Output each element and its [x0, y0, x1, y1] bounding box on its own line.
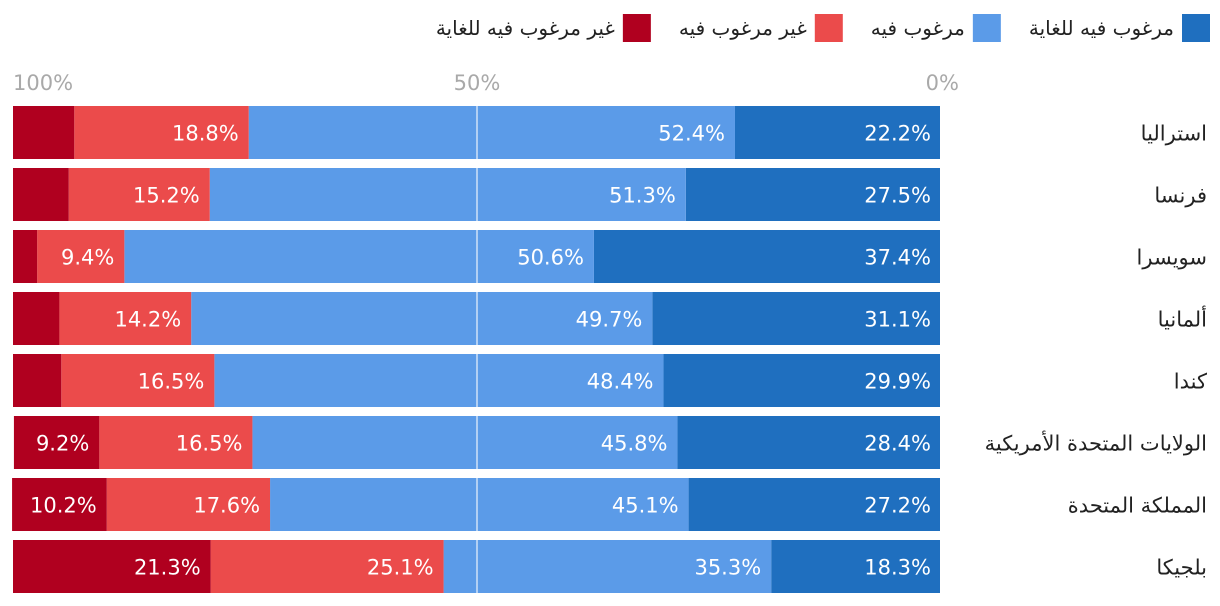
bar-segment	[13, 292, 60, 345]
bar-segment	[688, 478, 941, 531]
bar-segment	[13, 168, 69, 221]
bar-segment	[13, 230, 38, 283]
data-label: 45.1%	[612, 494, 679, 518]
data-label: 27.2%	[864, 494, 931, 518]
bar-segment	[12, 478, 107, 531]
category-label: المملكة المتحدة	[1068, 494, 1207, 518]
data-label: 37.4%	[864, 246, 931, 270]
bar-segment	[248, 106, 735, 159]
x-tick-label: 50%	[454, 71, 501, 95]
data-label: 28.4%	[864, 432, 931, 456]
data-label: 18.8%	[172, 122, 239, 146]
legend-swatch	[1182, 14, 1210, 42]
data-label: 14.2%	[114, 308, 181, 332]
bar-segment	[74, 106, 249, 159]
data-label: 16.5%	[176, 432, 243, 456]
data-label: 16.5%	[138, 370, 205, 394]
bar-segment	[652, 292, 941, 345]
data-label: 9.4%	[61, 246, 114, 270]
legend-swatch	[814, 14, 843, 42]
data-label: 18.3%	[864, 556, 931, 580]
bar-segment	[214, 354, 664, 407]
data-label: 10.2%	[30, 494, 97, 518]
data-label: 27.5%	[864, 184, 931, 208]
data-label: 29.9%	[864, 370, 931, 394]
legend-label: غير مرغوب فيه للغاية	[436, 16, 615, 40]
bar-segment	[13, 354, 62, 407]
bar-segment	[677, 416, 941, 469]
bar-segment	[191, 292, 653, 345]
x-tick-label: 0%	[926, 71, 959, 95]
legend-swatch	[972, 14, 1001, 42]
bar-segment	[210, 540, 444, 593]
data-label: 49.7%	[576, 308, 643, 332]
legend-swatch	[622, 14, 651, 42]
data-label: 22.2%	[864, 122, 931, 146]
bar-segment	[443, 540, 772, 593]
bar-segment	[61, 354, 215, 407]
category-label: بلجيكا	[1156, 556, 1207, 580]
bar-segment	[734, 106, 941, 159]
legend-label: مرغوب فيه للغاية	[1029, 16, 1174, 40]
bar-segment	[99, 416, 253, 469]
legend-label: مرغوب فيه	[871, 16, 965, 40]
category-label: استراليا	[1141, 122, 1207, 146]
x-tick-label: 100%	[13, 71, 73, 95]
category-label: الولايات المتحدة الأمريكية	[985, 431, 1207, 456]
bar-segment	[13, 106, 75, 159]
data-label: 15.2%	[133, 184, 200, 208]
bar-segment	[106, 478, 271, 531]
bar-segment	[13, 416, 100, 469]
data-label: 21.3%	[134, 556, 201, 580]
bar-segment	[37, 230, 125, 283]
data-label: 17.6%	[193, 494, 260, 518]
category-label: فرنسا	[1154, 184, 1207, 208]
data-label: 25.1%	[367, 556, 434, 580]
data-label: 35.3%	[694, 556, 761, 580]
data-label: 51.3%	[609, 184, 676, 208]
bar-segment	[209, 168, 686, 221]
bar-segment	[13, 540, 211, 593]
data-label: 50.6%	[517, 246, 584, 270]
bar-segment	[59, 292, 192, 345]
bar-segment	[252, 416, 678, 469]
bar-segment	[270, 478, 689, 531]
data-label: 31.1%	[864, 308, 931, 332]
legend-label: غير مرغوب فيه	[679, 16, 807, 40]
data-label: 9.2%	[36, 432, 89, 456]
bar-segment	[663, 354, 941, 407]
bar-segment	[124, 230, 594, 283]
data-label: 52.4%	[658, 122, 725, 146]
data-label: 45.8%	[601, 432, 668, 456]
bar-segment	[593, 230, 941, 283]
category-label: ألمانيا	[1158, 306, 1207, 332]
data-label: 48.4%	[587, 370, 654, 394]
category-label: كندا	[1174, 370, 1207, 394]
category-label: سويسرا	[1137, 246, 1207, 270]
bar-segment	[68, 168, 210, 221]
bar-segment	[771, 540, 941, 593]
bar-segment	[685, 168, 941, 221]
